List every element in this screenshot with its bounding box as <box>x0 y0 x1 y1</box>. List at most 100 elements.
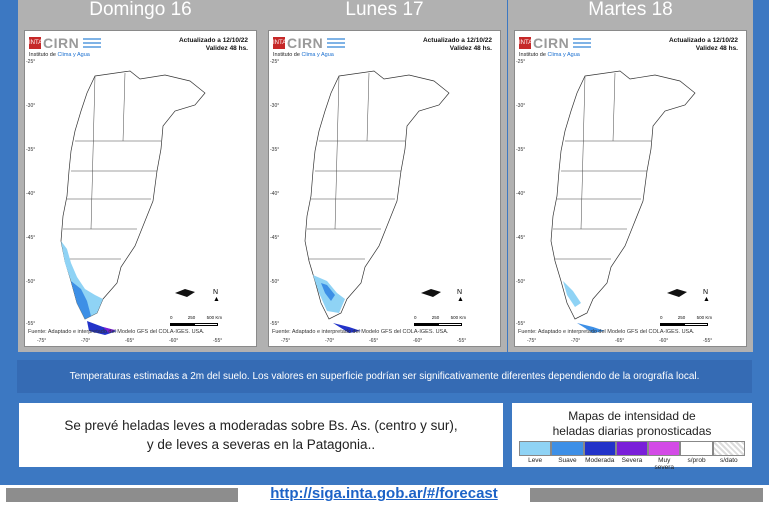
lon-tick: -75° <box>527 338 537 344</box>
lat-tick: -30° <box>26 103 36 109</box>
scale-label: 500 Km <box>450 315 467 320</box>
frost-intensity-legend: Mapas de intensidad de heladas diarias p… <box>512 403 752 471</box>
lat-tick: -40° <box>26 191 36 197</box>
lat-tick: -25° <box>516 59 526 65</box>
argentina-map-graphic <box>304 70 450 333</box>
institute-prefix: Instituto de <box>273 52 302 58</box>
north-label: N <box>457 289 463 296</box>
forecast-link[interactable]: http://siga.inta.gob.ar/#/forecast <box>270 485 498 502</box>
lat-tick: -55° <box>26 321 36 327</box>
inta-badge-icon: INTA <box>29 37 42 49</box>
source-note: Fuente: Adaptado e interpretado del Mode… <box>272 329 449 335</box>
institute-name: Instituto de Clima y Agua <box>29 52 90 58</box>
scale-label: 500 Km <box>206 315 223 320</box>
lon-tick: -55° <box>213 338 223 344</box>
lon-tick: -70° <box>81 338 91 344</box>
lat-tick: -35° <box>516 147 526 153</box>
lon-tick: -70° <box>325 338 335 344</box>
lon-tick: -60° <box>659 338 669 344</box>
lat-tick: -35° <box>270 147 280 153</box>
swatch-severa <box>615 441 649 456</box>
lat-tick: -25° <box>270 59 280 65</box>
legend-label: Muy severa <box>654 457 675 471</box>
lon-tick: -65° <box>125 338 135 344</box>
legend-label: Leve <box>528 457 543 464</box>
panel-title: Martes 18 <box>588 0 673 20</box>
disclaimer-banner: Temperaturas estimadas a 2m del suelo. L… <box>17 360 752 393</box>
lon-tick: -65° <box>615 338 625 344</box>
lat-tick: -25° <box>26 59 36 65</box>
swatch-leve <box>519 441 552 456</box>
lon-tick: -60° <box>413 338 423 344</box>
inta-badge-icon: INTA <box>519 37 532 49</box>
lat-tick: -40° <box>270 191 280 197</box>
swatch-sin-prob <box>680 441 713 456</box>
lat-tick: -55° <box>516 321 526 327</box>
scale-label: 250 <box>431 315 440 320</box>
institute-name: Instituto de Clima y Agua <box>273 52 334 58</box>
scale-bar: 0 250 500 Km <box>170 315 223 326</box>
scale-label: 250 <box>187 315 196 320</box>
logo-name: CIRN <box>287 35 324 51</box>
source-note: Fuente: Adaptado e interpretado del Mode… <box>518 329 695 335</box>
scale-label: 0 <box>660 315 663 320</box>
lon-tick: -55° <box>703 338 713 344</box>
argentina-map-graphic <box>60 70 206 335</box>
lat-tick: -50° <box>26 279 36 285</box>
argentina-map-graphic <box>550 70 696 333</box>
flag-mark-icon <box>327 38 345 49</box>
footer-bar-left <box>6 488 238 502</box>
institute-highlight: Clima y Agua <box>547 52 580 58</box>
flag-mark-icon <box>83 38 101 49</box>
logo-name: CIRN <box>533 35 570 51</box>
disclaimer-text: Temperaturas estimadas a 2m del suelo. L… <box>69 371 700 382</box>
update-info: Actualizado a 12/10/22 Validez 48 hs. <box>423 37 492 53</box>
flag-mark-icon <box>573 38 591 49</box>
scale-label: 0 <box>414 315 417 320</box>
scale-label: 0 <box>170 315 173 320</box>
institute-highlight: Clima y Agua <box>57 52 90 58</box>
lat-tick: -55° <box>270 321 280 327</box>
validity: Validez 48 hs. <box>449 45 492 52</box>
inta-badge-icon: INTA <box>273 37 286 49</box>
scale-label: 250 <box>677 315 686 320</box>
forecast-infographic: Domingo 16 INTA CIRN Instituto de Clima … <box>0 0 769 485</box>
lat-tick: -40° <box>516 191 526 197</box>
institute-name: Instituto de Clima y Agua <box>519 52 580 58</box>
north-arrow-icon: N ▲ <box>457 289 464 303</box>
updated-date: Actualizado a 12/10/22 <box>668 37 738 44</box>
institute-highlight: Clima y Agua <box>301 52 334 58</box>
forecast-line: Se prevé heladas leves a moderadas sobre… <box>64 418 458 433</box>
legend-swatches <box>519 441 745 456</box>
legend-label: Severa <box>621 457 643 464</box>
panel-title: Domingo 16 <box>89 0 192 20</box>
frost-map: INTA CIRN Instituto de Clima y Agua Actu… <box>268 30 501 347</box>
update-info: Actualizado a 12/10/22 Validez 48 hs. <box>669 37 738 53</box>
panel-day-1: Domingo 16 INTA CIRN Instituto de Clima … <box>18 0 263 352</box>
forecast-line: y de leves a severas en la Patagonia.. <box>146 437 376 452</box>
swatch-suave <box>551 441 584 456</box>
lat-tick: -45° <box>516 235 526 241</box>
cirn-logo: INTA CIRN Instituto de Clima y Agua <box>273 35 347 59</box>
update-info: Actualizado a 12/10/22 Validez 48 hs. <box>179 37 248 53</box>
scale-label: 500 Km <box>696 315 713 320</box>
cirn-logo: INTA CIRN Instituto de Clima y Agua <box>29 35 103 59</box>
legend-label: Moderada <box>585 457 615 464</box>
updated-date: Actualizado a 12/10/22 <box>422 37 492 44</box>
lon-tick: -55° <box>457 338 467 344</box>
scale-bar: 0 250 500 Km <box>414 315 467 326</box>
logo-name: CIRN <box>43 35 80 51</box>
legend-title-line: Mapas de intensidad de <box>568 409 696 423</box>
legend-label: Suave <box>558 457 577 464</box>
north-label: N <box>213 289 219 296</box>
panel-title: Lunes 17 <box>345 0 424 20</box>
cirn-logo: INTA CIRN Instituto de Clima y Agua <box>519 35 593 59</box>
north-label: N <box>703 289 709 296</box>
lat-tick: -45° <box>26 235 36 241</box>
lon-tick: -75° <box>37 338 47 344</box>
north-arrow-icon: N ▲ <box>703 289 710 303</box>
scale-bar-graphic <box>414 323 462 326</box>
swatch-moderada <box>583 441 616 456</box>
lat-tick: -50° <box>516 279 526 285</box>
lat-tick: -45° <box>270 235 280 241</box>
